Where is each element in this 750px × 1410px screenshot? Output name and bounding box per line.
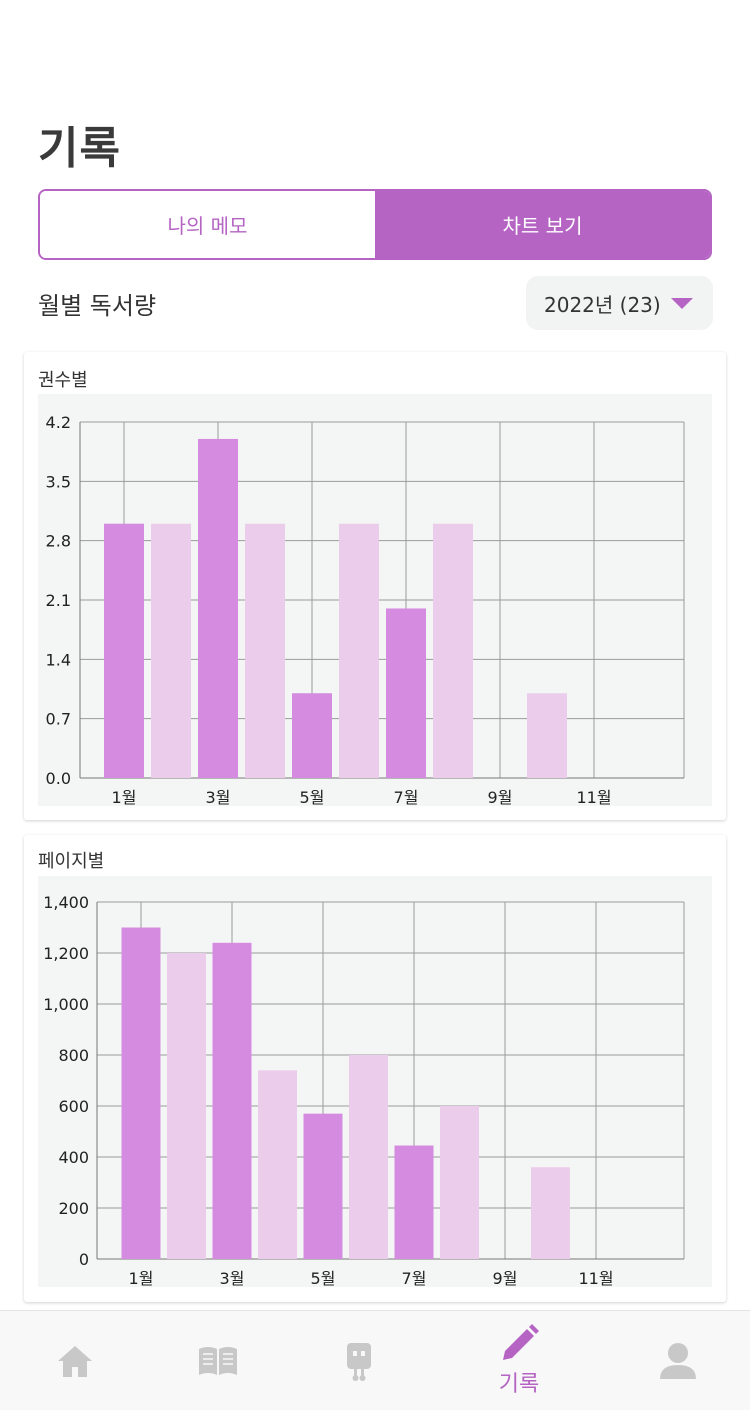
view-segmented-control: 나의 메모 차트 보기 [38, 189, 712, 260]
y-tick-label: 2.8 [46, 532, 71, 551]
y-tick-label: 3.5 [46, 472, 71, 491]
x-tick-label: 3월 [220, 1269, 245, 1287]
page-title: 기록 [38, 123, 121, 174]
bottom-tab-bar: 기록 [0, 1310, 750, 1410]
bar-3월 [212, 942, 252, 1259]
chart-plot-area: 0.0 0.7 1.4 2.1 2.8 3.5 4.2 1월 3월 5월 7월 9월 11월 [38, 394, 712, 807]
bar-7월 [394, 1145, 434, 1259]
y-tick-label: 200 [58, 1199, 89, 1218]
tab-my-memo[interactable]: 나의 메모 [40, 191, 375, 258]
tab-library[interactable] [143, 1311, 293, 1410]
tab-chart-view[interactable]: 차트 보기 [375, 191, 710, 258]
section-title: 월별 독서량 [38, 292, 157, 320]
bar-8월 [433, 523, 473, 778]
pencil-icon [503, 1324, 539, 1360]
person-icon [660, 1343, 696, 1379]
y-tick-label: 1,000 [43, 995, 89, 1014]
bar-4월 [245, 523, 285, 778]
chart-plot-area: 0 200 400 600 800 1,000 1,200 1,400 1월 3월 5월 7월 9월 11… [38, 876, 712, 1288]
y-tick-label: 1.4 [46, 650, 71, 669]
bar-5월 [303, 1113, 343, 1259]
year-dropdown-value: 2022년 (23) [544, 292, 661, 317]
robot-icon [347, 1343, 371, 1381]
pages-chart-card: 페이지별 0 200 400 600 800 1,000 1,200 1,400 1월 3월 5월 7… [24, 835, 726, 1302]
tab-home[interactable] [0, 1311, 150, 1410]
caret-down-icon [671, 298, 693, 309]
x-tick-label: 5월 [300, 788, 325, 806]
y-tick-label: 0.7 [46, 710, 71, 729]
bar-8월 [440, 1106, 479, 1259]
x-tick-label: 7월 [402, 1269, 427, 1287]
y-tick-label: 1,200 [43, 944, 89, 963]
books-chart-card: 권수별 0.0 0.7 1.4 2.1 2.8 3.5 4.2 1월 3월 5월 7월 9월 11월 [24, 352, 726, 820]
x-tick-label: 5월 [311, 1269, 336, 1287]
y-tick-label: 0 [79, 1250, 89, 1269]
x-tick-label: 11월 [576, 788, 611, 806]
year-dropdown[interactable]: 2022년 (23) [526, 276, 713, 330]
tab-records-label: 기록 [498, 1372, 540, 1397]
x-tick-label: 7월 [394, 788, 419, 806]
tab-records[interactable]: 기록 [444, 1311, 594, 1410]
bar-2월 [167, 953, 206, 1259]
books-bar-chart: 0.0 0.7 1.4 2.1 2.8 3.5 4.2 1월 3월 5월 7월 9월 11월 [46, 413, 685, 807]
bar-1월 [104, 523, 144, 778]
bar-10월 [531, 1167, 570, 1259]
y-tick-label: 600 [58, 1097, 89, 1116]
chart-title: 권수별 [38, 370, 88, 391]
y-tick-label: 800 [58, 1046, 89, 1065]
bar-6월 [339, 523, 379, 778]
bar-6월 [349, 1055, 388, 1259]
tab-robot[interactable] [284, 1311, 434, 1410]
book-icon [199, 1347, 237, 1375]
x-tick-label: 9월 [488, 788, 513, 806]
bar-5월 [292, 693, 332, 778]
bar-1월 [121, 927, 161, 1259]
bar-2월 [151, 523, 191, 778]
y-tick-label: 2.1 [46, 591, 71, 610]
y-tick-label: 4.2 [46, 413, 71, 432]
chart-title: 페이지별 [38, 851, 105, 872]
bar-7월 [386, 608, 426, 778]
home-icon [58, 1346, 92, 1377]
x-tick-label: 1월 [112, 788, 137, 806]
y-tick-label: 0.0 [46, 769, 71, 788]
bar-10월 [527, 693, 567, 778]
bar-4월 [258, 1070, 297, 1259]
tab-profile[interactable] [603, 1311, 750, 1410]
x-tick-label: 11월 [578, 1269, 613, 1287]
bar-3월 [198, 438, 238, 778]
x-tick-label: 1월 [129, 1269, 154, 1287]
y-tick-label: 1,400 [43, 893, 89, 912]
pages-bar-chart: 0 200 400 600 800 1,000 1,200 1,400 1월 3월 5월 7월 9월 11… [43, 893, 685, 1288]
y-tick-label: 400 [58, 1148, 89, 1167]
x-tick-label: 9월 [493, 1269, 518, 1287]
x-tick-label: 3월 [206, 788, 231, 806]
